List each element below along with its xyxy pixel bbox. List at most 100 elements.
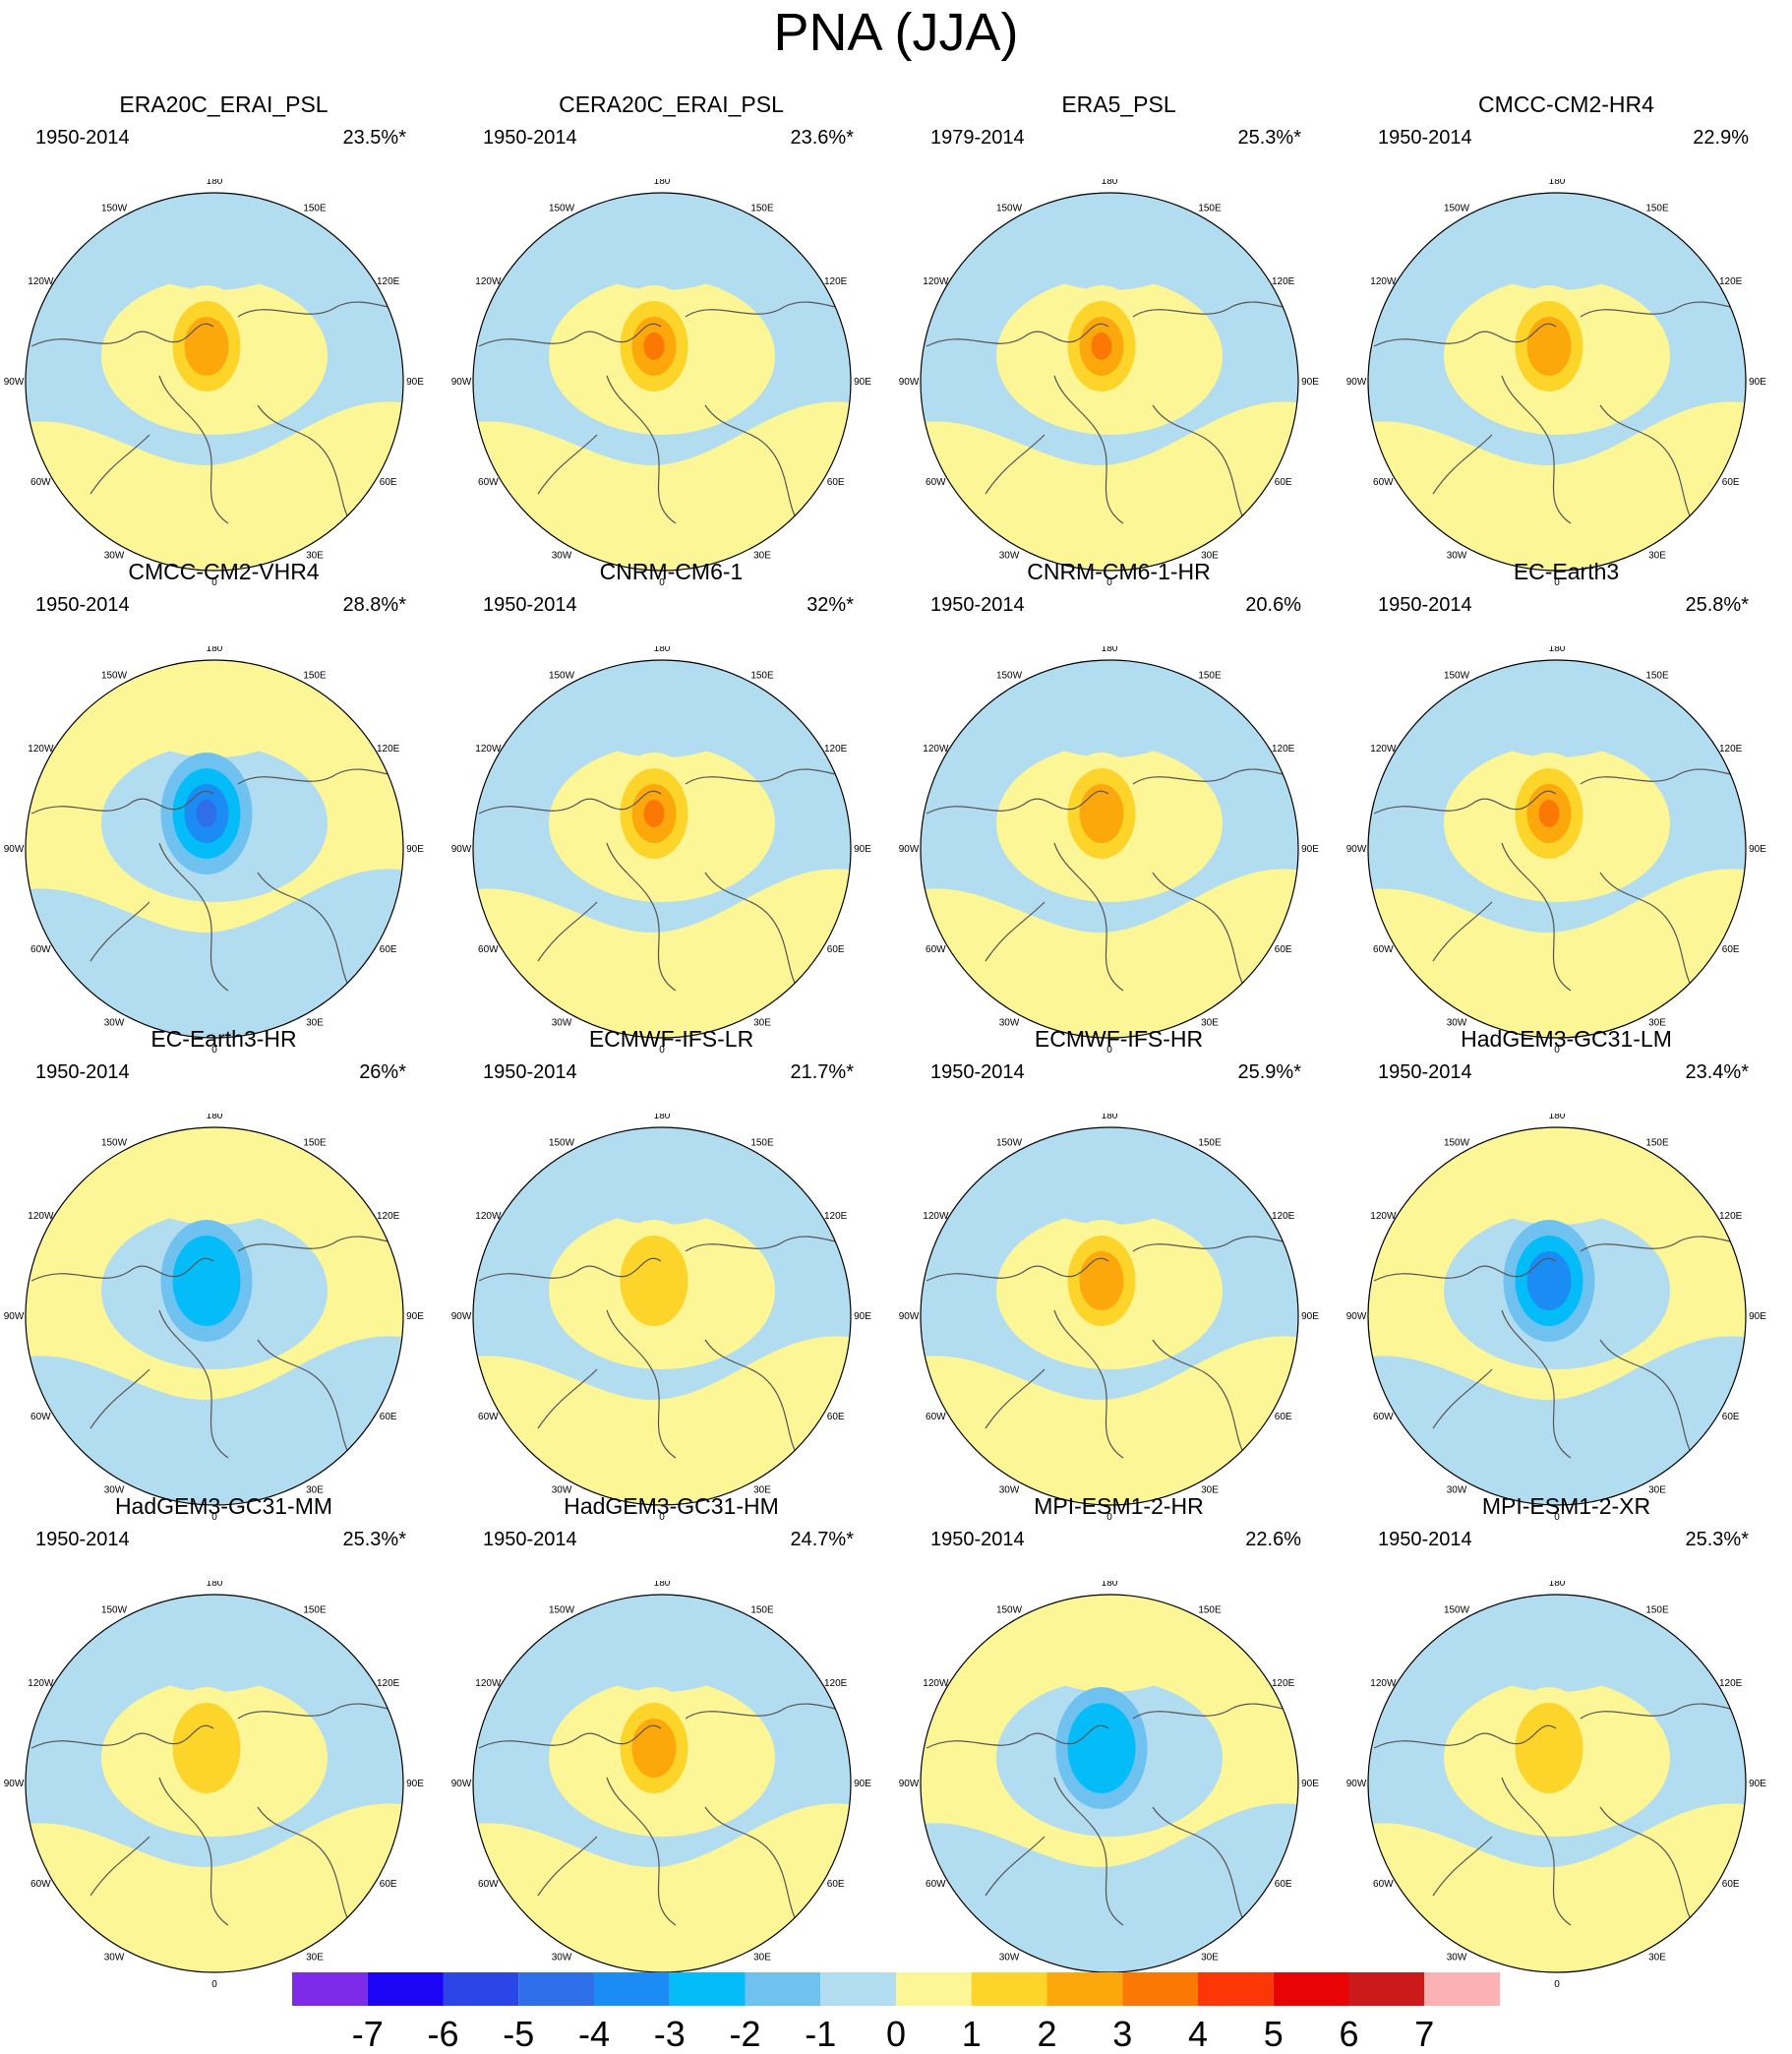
field-band [921,1803,1298,1972]
longitude-label: 60E [1722,477,1740,488]
longitude-label: 150E [750,670,774,681]
longitude-label: 30W [552,1953,572,1963]
longitude-label: 180 [1102,1581,1118,1589]
longitude-label: 90E [1301,377,1319,388]
map-boundary [1367,659,1747,1039]
longitude-label: 180 [654,1114,671,1121]
longitude-label: 60W [926,477,946,488]
field-band [26,1336,403,1505]
longitude-label: 90E [1749,1779,1766,1789]
longitude-label: 150E [750,1137,774,1148]
longitude-label: 0 [659,1512,665,1523]
longitude-label: 150W [101,203,128,213]
longitude-label: 90W [899,377,920,388]
colorbar-segment [292,1972,368,2006]
longitude-label: 30E [1648,1018,1666,1029]
map-panel: CMCC-CM2-HR4 1950-2014 22.9% 180 150W 150E 120… [1343,91,1790,588]
panel-title: ECMWF-IFS-HR [1034,1026,1204,1052]
longitude-label: 120W [923,744,949,755]
longitude-label: 60E [1722,1412,1740,1422]
longitude-label: 60W [478,1412,499,1422]
longitude-label: 60E [380,1879,397,1890]
panel-period: 1950-2014 [1378,1061,1472,1083]
panel-period: 1950-2014 [930,594,1025,616]
field-band [921,869,1298,1038]
polar-map: 180 150W 150E 120W 120E 90W 90E 60W 60E 30W 30E 0 [4,1114,425,1523]
longitude-label: 30W [552,1018,572,1029]
longitude-label: 0 [1554,1512,1560,1523]
longitude-label: 90E [1301,1311,1319,1322]
longitude-label: 30W [104,1485,125,1496]
longitude-label: 30W [999,1018,1020,1029]
map-panel: HadGEM3-GC31-HM 1950-2014 24.7%* 180 150W 150… [448,1492,895,1990]
longitude-label: 90E [406,844,424,855]
map-panel: CERA20C_ERAI_PSL 1950-2014 23.6%* 180 150W 15… [448,91,895,588]
longitude-label: 90W [451,844,472,855]
polar-map: 180 150W 150E 120W 120E 90W 90E 60W 60E 30W 30E 0 [451,1114,872,1523]
longitude-label: 120E [377,744,400,755]
longitude-label: 150W [101,670,128,681]
longitude-label: 30W [104,1953,125,1963]
longitude-label: 90W [1346,1779,1367,1789]
field-band [1368,869,1746,1038]
longitude-label: 150W [996,203,1023,213]
polar-map: 180 150W 150E 120W 120E 90W 90E 60W 60E 30W 30E 0 [451,646,872,1056]
panel-explained-variance: 26%* [359,1061,406,1083]
longitude-label: 30W [1447,1485,1467,1496]
colorbar-segment [1424,1972,1500,2006]
longitude-label: 150E [303,1604,327,1615]
field-contour-level [172,1236,241,1326]
colorbar-tick-label: 7 [1414,2014,1435,2054]
longitude-label: 120E [1272,1211,1295,1222]
longitude-label: 0 [659,577,665,588]
map-boundary [472,192,852,572]
longitude-label: 90W [899,844,920,855]
longitude-label: 60E [827,1412,845,1422]
panel-period: 1950-2014 [1378,127,1472,149]
panel-explained-variance: 20.6% [1245,594,1301,616]
longitude-label: 120E [824,1678,848,1689]
longitude-label: 180 [654,179,671,187]
panel-title: CMCC-CM2-VHR4 [128,559,320,584]
panel-explained-variance: 25.3%* [1685,1529,1750,1550]
colorbar-segment [443,1972,519,2006]
longitude-label: 120W [1370,744,1397,755]
longitude-label: 0 [659,1045,665,1056]
map-panel: ECMWF-IFS-LR 1950-2014 21.7%* 180 150W 150E 12… [448,1025,895,1523]
longitude-label: 90E [854,1779,871,1789]
panel-title: CERA20C_ERAI_PSL [559,91,784,117]
panel-title: ERA5_PSL [1061,91,1176,117]
longitude-label: 150E [303,1137,327,1148]
longitude-label: 150W [996,670,1023,681]
longitude-label: 60W [926,1879,946,1890]
panel-period: 1979-2014 [930,127,1025,149]
longitude-label: 150E [1198,203,1222,213]
longitude-label: 120W [475,1678,502,1689]
field-lobe [146,1637,283,1692]
longitude-label: 180 [1549,1114,1566,1121]
longitude-label: 0 [211,1512,217,1523]
colorbar-segment [669,1972,746,2006]
longitude-label: 120E [1272,744,1295,755]
panel-period: 1950-2014 [35,1061,130,1083]
panel-explained-variance: 21.7%* [790,1061,855,1083]
colorbar-tick-label: 0 [885,2014,907,2054]
panel-explained-variance: 25.3%* [342,1529,407,1550]
field-band [921,1336,1298,1505]
longitude-label: 30W [552,1485,572,1496]
longitude-label: 30E [1201,551,1219,562]
map-boundary [472,659,852,1039]
panel-explained-variance: 24.7%* [790,1529,855,1550]
longitude-label: 180 [1102,646,1118,654]
colorbar-tick-label: 5 [1263,2014,1284,2054]
field-lobe [1488,1170,1626,1225]
panel-explained-variance: 23.6%* [790,127,855,149]
field-band [921,401,1298,571]
longitude-label: 60W [478,944,499,955]
longitude-label: 90E [1749,1311,1766,1322]
field-lobe [1041,702,1178,757]
longitude-label: 150W [549,670,575,681]
longitude-label: 150E [303,203,327,213]
field-contour-level [1079,784,1124,843]
field-contour-level [1526,317,1572,376]
